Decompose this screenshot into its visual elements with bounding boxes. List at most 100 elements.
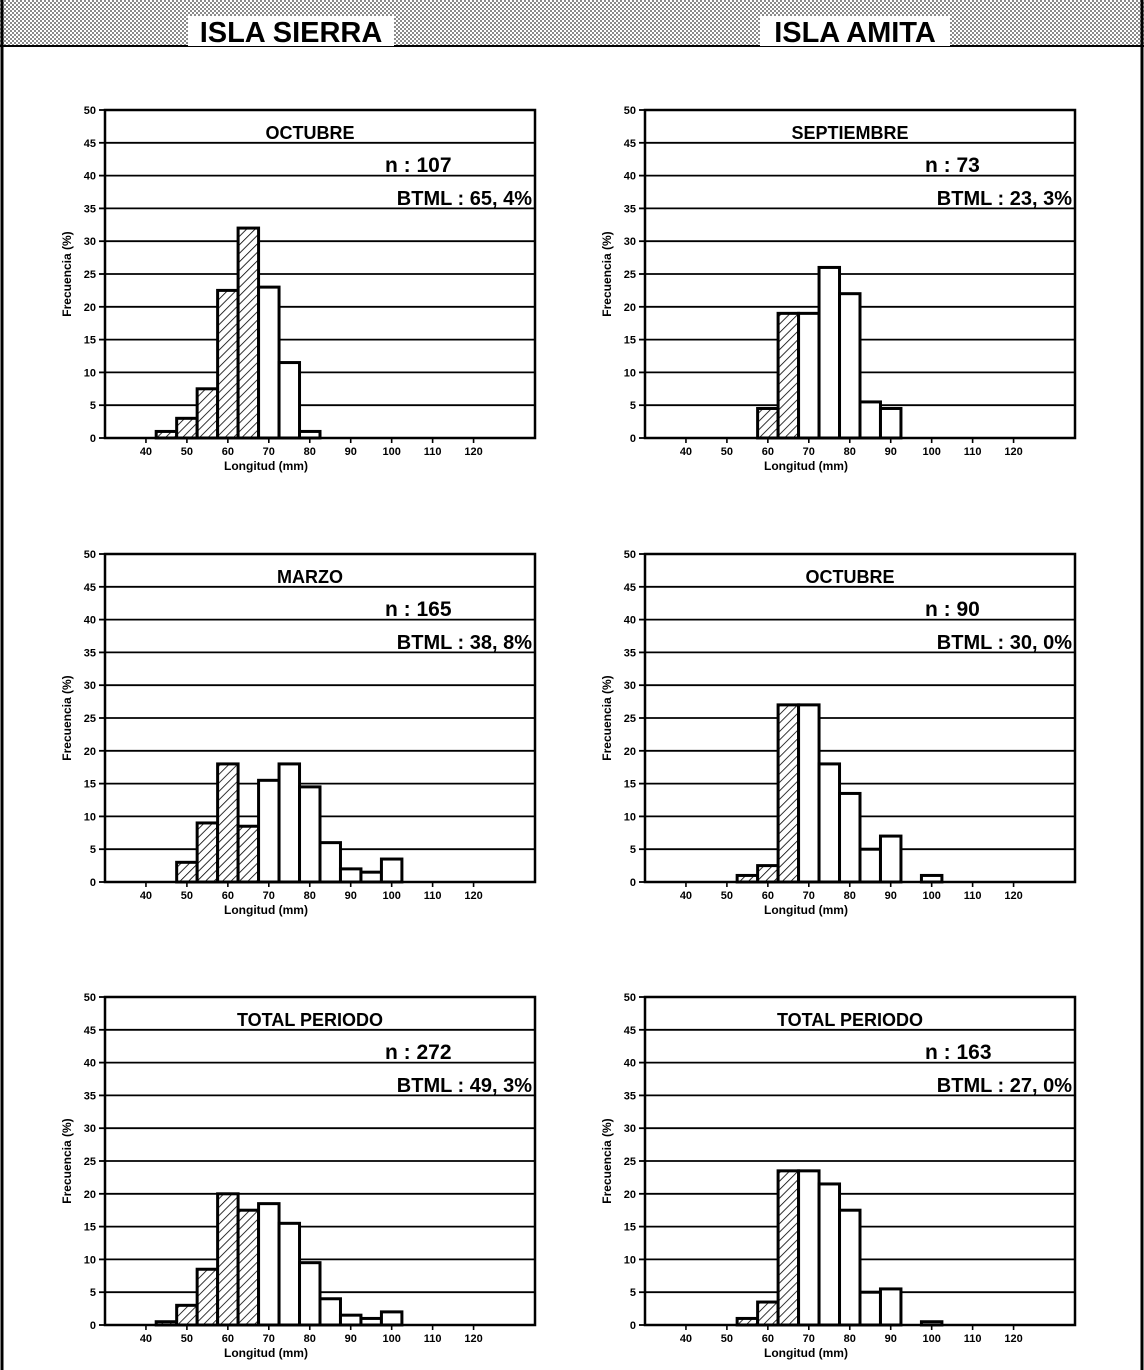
bar-hatched xyxy=(216,288,240,440)
sample-size-label: n : 90 xyxy=(925,598,980,621)
bar-hatched xyxy=(735,873,760,884)
y-tick-label: 45 xyxy=(84,1025,96,1037)
y-tick-label: 0 xyxy=(630,1320,636,1332)
y-tick-label: 40 xyxy=(84,1058,96,1070)
histogram-panel: 0 5 10 15 20 25 30 35 40 45 50 40 50 60 70 80 90 100 110 12… xyxy=(600,992,1077,1360)
bar xyxy=(878,1287,903,1327)
sample-size-label: n : 165 xyxy=(385,598,452,621)
histogram-panel: 0 5 10 15 20 25 30 35 40 45 50 40 50 60 70 80 90 100 110 12… xyxy=(60,992,537,1360)
y-tick-label: 40 xyxy=(624,171,636,183)
bar-hatched xyxy=(236,226,261,440)
x-tick-label: 80 xyxy=(304,446,316,458)
bar xyxy=(817,1182,842,1327)
header-right-title: ISLA AMITA xyxy=(774,17,936,49)
bar-hatched xyxy=(175,1303,199,1327)
sample-size-label: n : 107 xyxy=(385,154,452,177)
bar xyxy=(277,762,302,884)
y-tick-label: 30 xyxy=(624,236,636,248)
bar xyxy=(277,1221,302,1327)
y-tick-label: 0 xyxy=(90,877,96,889)
y-tick-label: 0 xyxy=(90,1320,96,1332)
bar-hatched xyxy=(776,311,801,440)
y-tick-label: 15 xyxy=(84,1222,96,1234)
x-tick-label: 40 xyxy=(680,890,692,902)
btml-label: BTML : 49, 3% xyxy=(397,1075,532,1097)
y-axis-label: Frecuencia (%) xyxy=(600,675,614,760)
bar xyxy=(878,834,903,884)
y-tick-label: 20 xyxy=(624,1189,636,1201)
y-tick-label: 10 xyxy=(624,1254,636,1266)
x-tick-label: 80 xyxy=(844,1333,856,1345)
histogram-panel: 0 5 10 15 20 25 30 35 40 45 50 40 50 60 70 80 90 100 110 12… xyxy=(600,549,1077,917)
y-tick-label: 15 xyxy=(624,779,636,791)
y-tick-label: 25 xyxy=(84,1156,96,1168)
panel-title: TOTAL PERIODO xyxy=(777,1010,923,1030)
panel-title: MARZO xyxy=(277,567,343,587)
y-tick-label: 35 xyxy=(624,647,636,659)
y-tick-label: 45 xyxy=(84,582,96,594)
x-axis-label: Longitud (mm) xyxy=(224,903,308,917)
y-tick-label: 30 xyxy=(84,680,96,692)
x-tick-label: 110 xyxy=(424,890,442,902)
x-tick-label: 80 xyxy=(304,890,316,902)
header-left-title: ISLA SIERRA xyxy=(200,17,383,49)
y-tick-label: 5 xyxy=(630,400,636,412)
x-tick-label: 110 xyxy=(964,1333,982,1345)
y-tick-label: 0 xyxy=(630,877,636,889)
y-axis-label: Frecuencia (%) xyxy=(60,231,74,316)
x-tick-label: 70 xyxy=(803,446,815,458)
x-tick-label: 60 xyxy=(222,890,234,902)
bar xyxy=(838,791,862,884)
y-tick-label: 10 xyxy=(624,811,636,823)
x-tick-label: 40 xyxy=(140,446,152,458)
y-tick-label: 40 xyxy=(84,171,96,183)
bar xyxy=(318,841,342,884)
panel-title: TOTAL PERIODO xyxy=(237,1010,383,1030)
x-tick-label: 100 xyxy=(922,890,940,902)
y-axis-label: Frecuencia (%) xyxy=(60,1118,74,1203)
y-tick-label: 35 xyxy=(84,1090,96,1102)
y-tick-label: 0 xyxy=(630,433,636,445)
bar xyxy=(797,311,821,440)
bar xyxy=(338,1313,363,1327)
x-tick-label: 40 xyxy=(140,1333,152,1345)
bar-hatched xyxy=(195,1267,220,1327)
btml-label: BTML : 65, 4% xyxy=(397,188,532,210)
y-tick-label: 50 xyxy=(84,992,96,1004)
btml-label: BTML : 27, 0% xyxy=(937,1075,1072,1097)
sample-size-label: n : 272 xyxy=(385,1041,452,1064)
x-tick-label: 50 xyxy=(721,890,733,902)
x-axis-label: Longitud (mm) xyxy=(764,459,848,473)
x-tick-label: 40 xyxy=(140,890,152,902)
y-tick-label: 15 xyxy=(84,335,96,347)
btml-label: BTML : 23, 3% xyxy=(937,188,1072,210)
bar xyxy=(797,703,821,884)
bar xyxy=(379,1310,404,1327)
y-tick-label: 45 xyxy=(624,1025,636,1037)
y-tick-label: 45 xyxy=(84,138,96,150)
y-tick-label: 25 xyxy=(84,713,96,725)
bar-hatched xyxy=(776,1169,801,1327)
y-tick-label: 30 xyxy=(84,236,96,248)
x-tick-label: 50 xyxy=(181,446,193,458)
x-tick-label: 70 xyxy=(263,890,275,902)
x-tick-label: 90 xyxy=(345,446,357,458)
y-tick-label: 20 xyxy=(624,746,636,758)
x-tick-label: 120 xyxy=(1004,890,1022,902)
header-band xyxy=(0,0,1144,46)
y-tick-label: 5 xyxy=(630,1287,636,1299)
y-tick-label: 5 xyxy=(630,844,636,856)
x-tick-label: 80 xyxy=(844,446,856,458)
bar xyxy=(919,873,944,884)
bar-hatched xyxy=(735,1316,760,1327)
y-tick-label: 15 xyxy=(84,779,96,791)
bar-hatched xyxy=(756,406,780,440)
sample-size-label: n : 73 xyxy=(925,154,980,177)
y-tick-label: 40 xyxy=(624,1058,636,1070)
panel-title: SEPTIEMBRE xyxy=(791,123,908,143)
x-tick-label: 120 xyxy=(464,890,482,902)
x-tick-label: 90 xyxy=(885,1333,897,1345)
x-tick-label: 110 xyxy=(964,446,982,458)
y-tick-label: 20 xyxy=(84,1189,96,1201)
